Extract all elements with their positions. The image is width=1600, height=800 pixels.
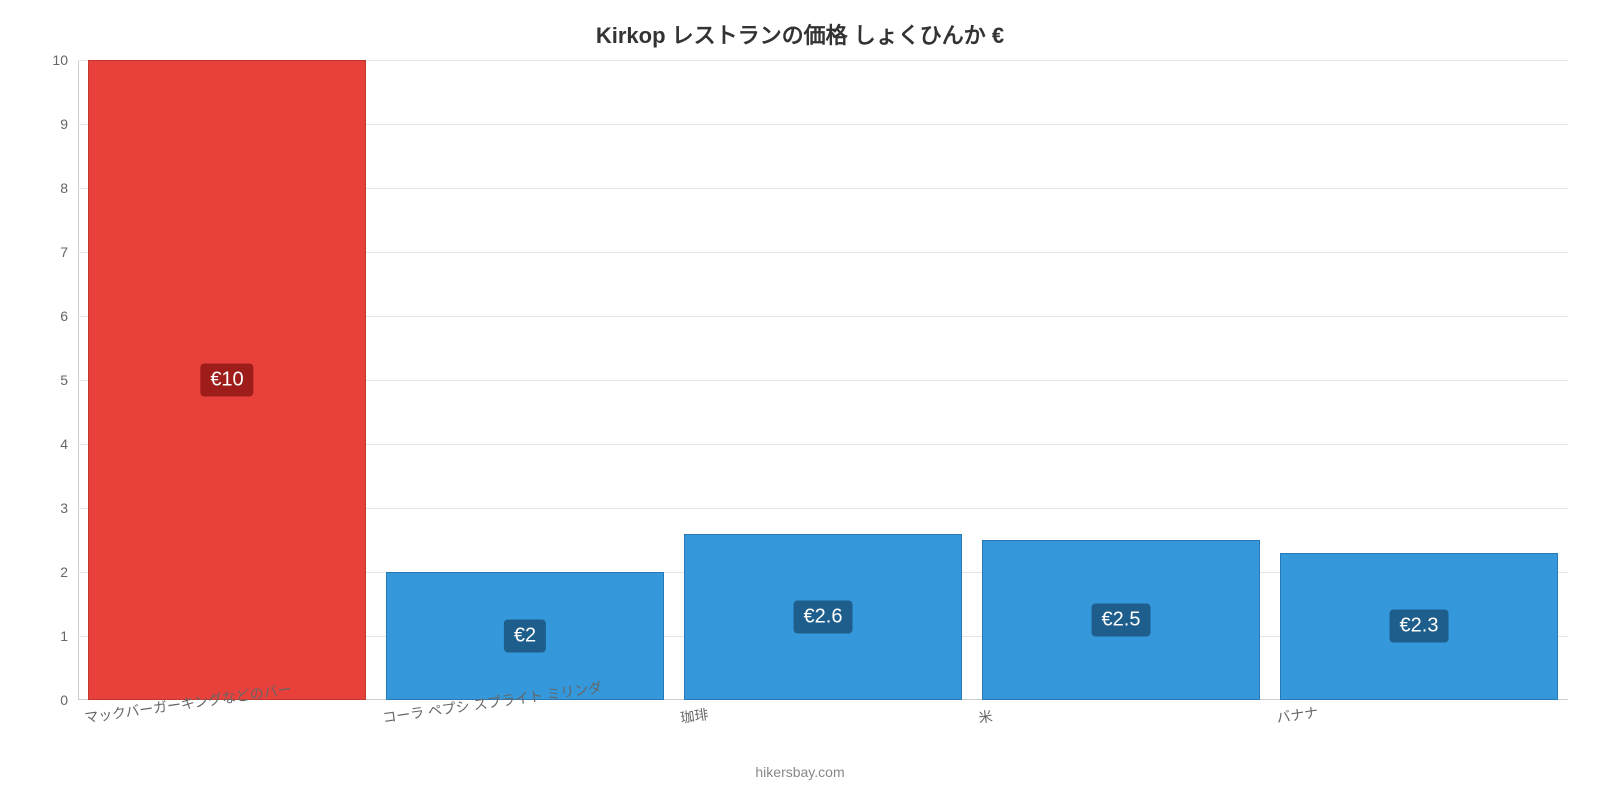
plot-area: 012345678910€10マックバーガーキングなどのバー€2コーラ ペプシ …	[78, 60, 1568, 700]
chart-title: Kirkop レストランの価格 しょくひんか €	[0, 18, 1600, 50]
y-tick-label: 5	[60, 372, 78, 388]
y-tick-label: 6	[60, 308, 78, 324]
y-tick-label: 4	[60, 436, 78, 452]
y-tick-label: 7	[60, 244, 78, 260]
y-tick-label: 8	[60, 180, 78, 196]
y-tick-label: 1	[60, 628, 78, 644]
y-tick-label: 9	[60, 116, 78, 132]
bar-value-label: €10	[200, 364, 253, 397]
y-tick-label: 3	[60, 500, 78, 516]
bar-value-label: €2.6	[794, 600, 853, 633]
x-tick-label: 米	[976, 698, 994, 728]
x-tick-label: 珈琲	[678, 696, 710, 728]
price-bar-chart: Kirkop レストランの価格 しょくひんか € 012345678910€10…	[0, 0, 1600, 800]
bar-value-label: €2	[504, 620, 546, 653]
y-tick-label: 10	[52, 52, 78, 68]
chart-source: hikersbay.com	[0, 764, 1600, 780]
bar-value-label: €2.3	[1390, 610, 1449, 643]
bar-value-label: €2.5	[1092, 604, 1151, 637]
y-tick-label: 2	[60, 564, 78, 580]
x-tick-label: バナナ	[1274, 694, 1319, 728]
y-tick-label: 0	[60, 692, 78, 708]
